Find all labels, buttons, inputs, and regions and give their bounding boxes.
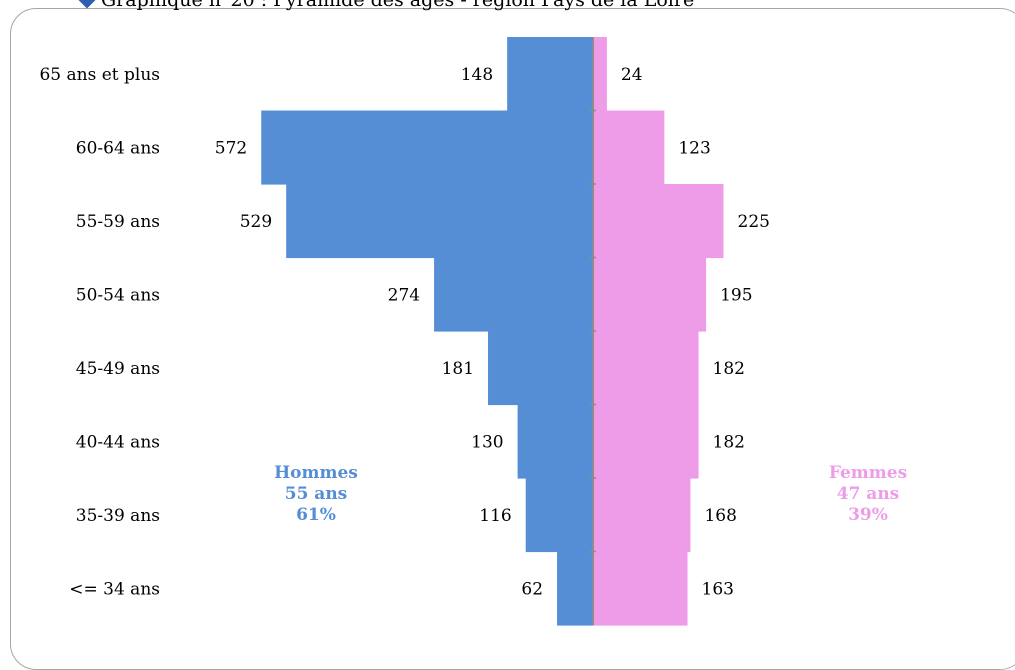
category-label: 60-64 ans bbox=[76, 138, 160, 158]
men-bar bbox=[286, 184, 593, 259]
women-bar bbox=[593, 551, 688, 626]
men-bar bbox=[525, 478, 593, 553]
men-value-label: 181 bbox=[442, 359, 474, 379]
category-label: 35-39 ans bbox=[76, 506, 160, 526]
women-value-label: 24 bbox=[621, 65, 643, 85]
men-age: 55 ans bbox=[284, 484, 348, 504]
category-label: 50-54 ans bbox=[76, 285, 160, 305]
women-bar bbox=[593, 257, 707, 332]
men-value-label: 572 bbox=[215, 138, 247, 158]
men-percent: 61% bbox=[296, 505, 336, 525]
men-bar bbox=[507, 37, 593, 112]
women-bar bbox=[593, 478, 691, 553]
women-value-label: 163 bbox=[702, 579, 734, 599]
men-bar bbox=[261, 110, 593, 185]
men-value-label: 148 bbox=[461, 65, 493, 85]
women-value-label: 168 bbox=[704, 506, 736, 526]
women-bar bbox=[593, 37, 607, 112]
men-bar bbox=[434, 257, 593, 332]
men-value-label: 130 bbox=[471, 432, 503, 452]
category-label: <= 34 ans bbox=[69, 579, 160, 599]
men-value-label: 116 bbox=[479, 506, 511, 526]
men-bar bbox=[557, 551, 593, 626]
women-value-label: 182 bbox=[713, 432, 745, 452]
women-annotation: Femmes 47 ans 39% bbox=[808, 463, 928, 526]
category-label: 55-59 ans bbox=[76, 212, 160, 232]
women-value-label: 182 bbox=[713, 359, 745, 379]
women-value-label: 195 bbox=[720, 285, 752, 305]
women-bar bbox=[593, 184, 724, 259]
women-age: 47 ans bbox=[836, 484, 900, 504]
men-value-label: 274 bbox=[388, 285, 420, 305]
men-value-label: 62 bbox=[521, 579, 543, 599]
women-bar bbox=[593, 110, 665, 185]
men-annotation: Hommes 55 ans 61% bbox=[256, 463, 376, 526]
women-bar bbox=[593, 404, 699, 479]
women-value-label: 123 bbox=[678, 138, 710, 158]
women-label: Femmes bbox=[828, 463, 908, 483]
category-label: 65 ans et plus bbox=[39, 65, 160, 85]
category-label: 40-44 ans bbox=[76, 432, 160, 452]
men-bar bbox=[517, 404, 593, 479]
chart-title-text: Graphique n°20 : Pyramide des âges - rég… bbox=[101, 0, 695, 11]
women-bar bbox=[593, 331, 699, 406]
category-label: 45-49 ans bbox=[76, 359, 160, 379]
women-percent: 39% bbox=[848, 505, 888, 525]
pyramid-chart: 65 ans et plus 148 24 60-64 ans 572 123 55-59 … bbox=[39, 37, 770, 626]
men-bar bbox=[488, 331, 593, 406]
men-value-label: 529 bbox=[240, 212, 272, 232]
chart-title: Graphique n°20 : Pyramide des âges - rég… bbox=[78, 0, 695, 11]
men-label: Hommes bbox=[274, 463, 358, 483]
women-value-label: 225 bbox=[738, 212, 770, 232]
